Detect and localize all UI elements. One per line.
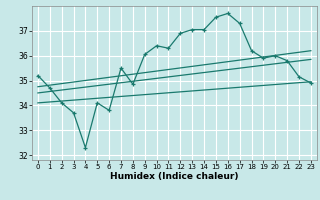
X-axis label: Humidex (Indice chaleur): Humidex (Indice chaleur) (110, 172, 239, 181)
